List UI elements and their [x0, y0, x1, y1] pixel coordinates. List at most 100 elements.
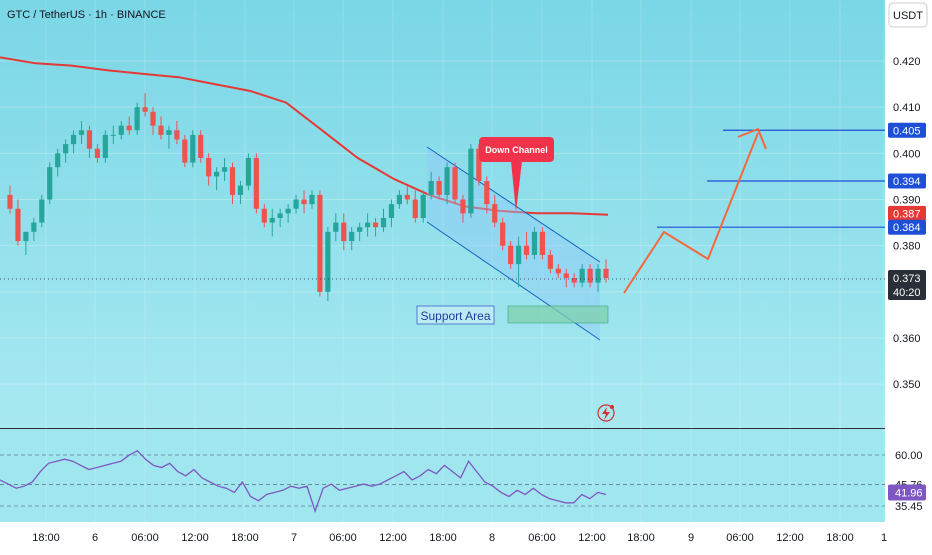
ma-line[interactable]	[0, 56, 609, 216]
support-area-label-frame	[416, 305, 495, 325]
candle	[523, 231, 530, 260]
candle	[587, 264, 593, 288]
candle-body	[523, 245, 530, 255]
price-badges: 0.405 0.394 0.387 0.384 0.373 40:20	[888, 122, 926, 300]
target-1-badge: 0.405	[888, 122, 926, 138]
callout-pointer	[511, 161, 522, 212]
candle-body	[269, 217, 275, 223]
candle	[277, 208, 283, 228]
candle	[595, 264, 601, 292]
time-tick-label: 12:00	[776, 532, 804, 544]
candle-body	[285, 208, 291, 214]
support-area-box[interactable]	[507, 305, 609, 324]
price-tick-label: 0.420	[893, 56, 921, 68]
time-tick-label: 8	[489, 532, 495, 544]
candle	[476, 144, 482, 186]
candle-body	[317, 194, 323, 292]
time-tick-label: 12:00	[578, 532, 606, 544]
candle	[158, 116, 164, 140]
candle-body	[253, 157, 259, 209]
candle-body	[508, 245, 514, 265]
time-tick-label: 06:00	[329, 532, 357, 544]
candle	[182, 134, 188, 168]
candle	[412, 190, 418, 223]
candle	[94, 144, 101, 163]
time-tick-label: 18:00	[429, 532, 457, 544]
time-tick-label: 12:00	[379, 532, 407, 544]
target-1-badge-text: 0.405	[893, 125, 921, 137]
time-tick-label: 06:00	[726, 532, 754, 544]
candle	[285, 204, 291, 223]
candle-body	[476, 148, 482, 182]
candle	[428, 171, 434, 200]
candle	[500, 217, 506, 251]
candle	[174, 121, 180, 145]
candle	[269, 208, 275, 237]
candle	[436, 176, 442, 200]
candle-body	[500, 222, 506, 246]
target-2-badge-text: 0.394	[893, 176, 921, 188]
candle	[508, 241, 514, 269]
candle	[214, 167, 220, 191]
last-price-text: 0.373	[893, 273, 921, 285]
candle-body	[412, 199, 418, 218]
time-tick-label: 18:00	[231, 532, 259, 544]
candle	[349, 227, 355, 251]
currency-button[interactable]: USDT	[888, 2, 928, 28]
candle-body	[372, 222, 379, 228]
candle	[563, 268, 569, 288]
candle-body	[31, 222, 37, 232]
down-channel-callout[interactable]: Down Channel	[479, 137, 554, 212]
candle	[150, 107, 156, 135]
candle-body	[468, 148, 474, 214]
chart-title: GTC / TetherUS · 1h · BINANCE	[7, 9, 166, 21]
currency-label: USDT	[893, 10, 923, 22]
candle-body	[547, 254, 553, 269]
target-3-badge: 0.384	[888, 219, 926, 235]
time-tick-label: 18:00	[826, 532, 854, 544]
candle-body	[357, 227, 363, 232]
candle-body	[380, 217, 387, 228]
candle-body	[142, 107, 148, 112]
candle	[78, 121, 85, 145]
rsi-current-badge: 41.96	[888, 484, 926, 501]
main-pane-background	[0, 0, 885, 428]
candle-body	[428, 181, 434, 195]
projection-arrowhead	[737, 127, 767, 150]
candle-body	[23, 231, 29, 242]
candle	[237, 181, 244, 205]
rsi-indicator	[0, 449, 885, 514]
candle-body	[63, 144, 69, 154]
candle	[317, 190, 323, 297]
candle-body	[301, 199, 307, 205]
candle-body	[70, 134, 77, 145]
candle	[325, 227, 331, 302]
candle-body	[182, 139, 188, 163]
price-axis[interactable]: 0.420 0.410 0.400 0.390 0.380 0.360 0.350	[893, 56, 921, 391]
candle	[333, 213, 339, 242]
candle-body	[150, 111, 156, 126]
price-tick-label: 0.350	[893, 379, 921, 391]
down-channel-upper-line[interactable]	[426, 146, 601, 263]
target-2-badge: 0.394	[888, 173, 926, 189]
candle-body	[555, 268, 561, 274]
candle	[39, 194, 45, 228]
candle	[357, 222, 363, 242]
candle	[55, 148, 61, 177]
support-area-label-box[interactable]: Support Area	[416, 305, 495, 325]
candle	[365, 213, 371, 237]
candle-body	[166, 130, 172, 135]
time-axis[interactable]: 18:00 6 06:00 12:00 18:00 7 06:00 12:00 18:00 8 06…	[32, 532, 887, 544]
candle	[15, 199, 21, 246]
candle	[396, 190, 402, 209]
candle	[531, 227, 538, 260]
candle	[603, 259, 609, 283]
candle	[341, 213, 347, 251]
candle	[245, 153, 251, 191]
lightning-icon[interactable]	[597, 404, 615, 422]
candle-body	[206, 157, 212, 177]
projection-path[interactable]	[623, 132, 759, 294]
candle	[229, 162, 236, 205]
